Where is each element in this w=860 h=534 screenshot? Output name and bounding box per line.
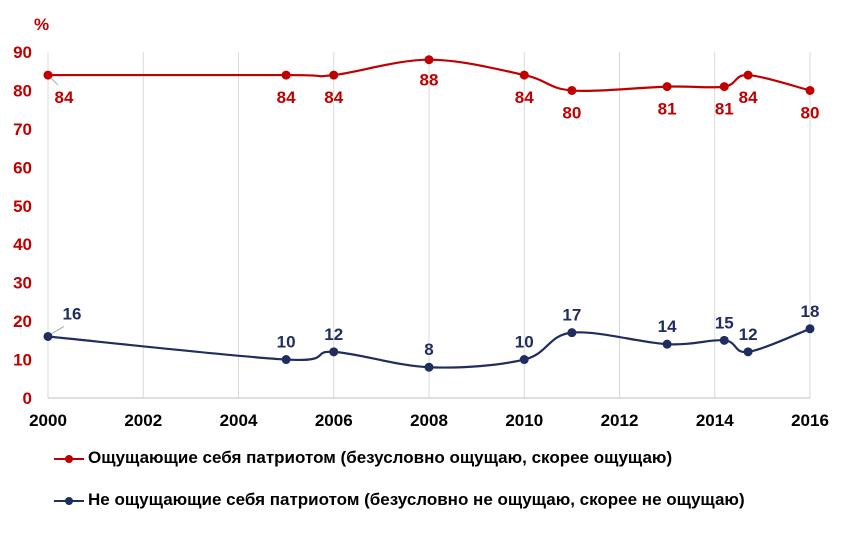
y-tick-label: 80 (13, 81, 32, 100)
data-point (43, 70, 53, 80)
data-label: 80 (562, 103, 581, 122)
data-label: 17 (562, 306, 581, 325)
data-label: 16 (63, 304, 82, 323)
y-tick-label: 20 (13, 312, 32, 331)
x-tick-label: 2008 (410, 411, 448, 430)
data-label: 18 (801, 302, 820, 321)
data-point (329, 70, 339, 80)
data-label: 81 (715, 100, 734, 119)
data-point (567, 85, 577, 95)
data-label: 84 (515, 88, 534, 107)
legend-swatch-patriot (54, 453, 84, 465)
data-point (519, 355, 529, 365)
data-point (662, 339, 672, 349)
series-0: 84 84 84 88 84 80 81 81 84 80 (43, 55, 820, 122)
series-1: 16 10 12 8 10 17 14 15 12 18 (43, 302, 820, 372)
data-point (743, 347, 753, 357)
x-tick-label: 2014 (696, 411, 734, 430)
data-point (329, 347, 339, 357)
data-label: 84 (739, 88, 758, 107)
data-point (281, 355, 291, 365)
y-axis-unit-label: % (34, 15, 49, 34)
data-point (281, 70, 291, 80)
data-label: 8 (424, 340, 433, 359)
data-label: 14 (658, 317, 677, 336)
x-tick-label: 2016 (791, 411, 829, 430)
data-point (719, 335, 729, 345)
y-tick-label: 30 (13, 274, 32, 293)
label-leader-line (50, 77, 59, 86)
data-label: 12 (324, 325, 343, 344)
data-point (719, 82, 729, 92)
legend-item-patriot: Ощущающие себя патриотом (безусловно ощу… (54, 448, 672, 468)
y-axis-ticks: 0 10 20 30 40 50 60 70 80 90 (13, 43, 32, 408)
x-tick-label: 2004 (220, 411, 258, 430)
y-tick-label: 70 (13, 120, 32, 139)
data-label: 84 (55, 88, 74, 107)
data-label: 84 (277, 88, 296, 107)
x-tick-label: 2012 (601, 411, 639, 430)
legend-swatch-non-patriot (54, 495, 84, 507)
x-tick-label: 2006 (315, 411, 353, 430)
data-label: 10 (277, 333, 296, 352)
legend-item-non-patriot: Не ощущающие себя патриотом (безусловно … (54, 490, 745, 510)
legend-label-patriot: Ощущающие себя патриотом (безусловно ощу… (88, 448, 673, 467)
data-point (424, 55, 434, 65)
data-point (519, 70, 529, 80)
x-tick-label: 2002 (124, 411, 162, 430)
data-point (662, 82, 672, 92)
y-tick-label: 60 (13, 158, 32, 177)
data-point (805, 85, 815, 95)
y-tick-label: 90 (13, 43, 32, 62)
data-label: 81 (658, 100, 677, 119)
data-point (43, 331, 53, 341)
data-point (805, 324, 815, 334)
x-tick-label: 2000 (29, 411, 67, 430)
x-tick-label: 2010 (505, 411, 543, 430)
data-point (567, 328, 577, 338)
data-label: 88 (420, 71, 439, 90)
data-point (743, 70, 753, 80)
data-point (424, 362, 434, 372)
y-tick-label: 0 (23, 389, 32, 408)
data-label: 15 (715, 313, 734, 332)
data-label: 12 (739, 325, 758, 344)
data-label: 80 (801, 103, 820, 122)
data-label: 84 (324, 88, 343, 107)
y-tick-label: 10 (13, 351, 32, 370)
y-tick-label: 40 (13, 235, 32, 254)
label-leader-line (51, 326, 65, 334)
vertical-gridlines (47, 52, 811, 398)
series-group: 84 84 84 88 84 80 81 81 84 80 16 10 12 8 10 17 14 15 12 18 (43, 55, 820, 372)
x-axis-ticks: 2000 2002 2004 2006 2008 2010 2012 2014 2016 (29, 411, 829, 430)
y-tick-label: 50 (13, 197, 32, 216)
legend-label-non-patriot: Не ощущающие себя патриотом (безусловно … (88, 490, 745, 509)
data-label: 10 (515, 333, 534, 352)
